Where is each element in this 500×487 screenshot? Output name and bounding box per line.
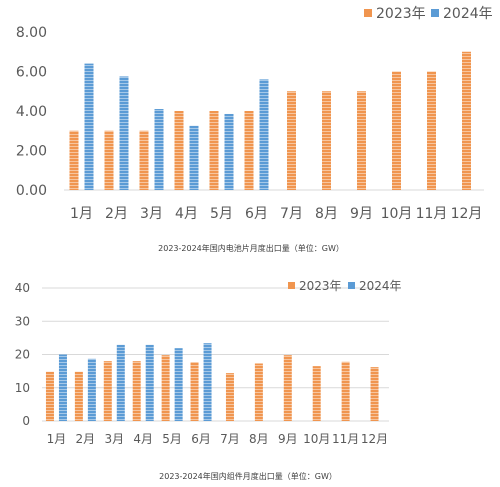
bar-2023-10 — [312, 366, 321, 421]
x-tick-label: 9月 — [278, 432, 298, 446]
x-tick-label: 5月 — [210, 206, 233, 222]
bar-2023-4 — [132, 361, 141, 421]
bar-2024-3 — [116, 344, 125, 421]
legend-label-2023: 2023年 — [299, 279, 342, 293]
x-tick-label: 6月 — [191, 432, 211, 446]
x-tick-label: 3月 — [140, 206, 163, 222]
bar-2023-3 — [139, 130, 149, 190]
bar-2023-11 — [427, 71, 436, 190]
bar-2023-2 — [104, 130, 114, 190]
cell-chart-caption: 2023-2024年国内电池片月度出口量（单位：GW） — [158, 243, 344, 253]
bar-2024-5 — [224, 113, 234, 190]
bar-2023-1 — [45, 371, 54, 421]
x-tick-label: 9月 — [350, 206, 373, 222]
legend-swatch-2024 — [348, 282, 355, 289]
y-tick-label: 0 — [22, 414, 30, 428]
legend-swatch-2023 — [288, 282, 295, 289]
x-tick-label: 4月 — [133, 432, 153, 446]
bar-2023-6 — [244, 111, 254, 190]
module-chart-legend: 2023年 2024年 — [288, 279, 402, 293]
x-tick-label: 4月 — [175, 206, 198, 222]
x-tick-label: 1月 — [47, 432, 67, 446]
x-tick-label: 2月 — [76, 432, 96, 446]
x-tick-label: 11月 — [416, 206, 448, 222]
cell-export-chart: 0.00 2.00 4.00 6.00 8.00 1月 2月 3月 4月 5月 6月 7月 8月 9月 1… — [16, 6, 493, 253]
bar-2024-3 — [154, 109, 164, 190]
x-tick-label: 5月 — [162, 432, 182, 446]
bar-2023-5 — [161, 355, 170, 421]
bar-2024-6 — [203, 343, 212, 421]
x-tick-label: 7月 — [280, 206, 303, 222]
bar-2023-6 — [190, 362, 199, 421]
y-tick-label: 6.00 — [16, 64, 47, 80]
cell-chart-legend: 2023年 2024年 — [364, 6, 493, 22]
bar-2024-5 — [174, 348, 183, 421]
bar-2023-7 — [287, 91, 296, 190]
y-tick-label: 0.00 — [16, 183, 47, 199]
bar-2023-7 — [225, 373, 234, 421]
bar-2023-5 — [209, 111, 219, 190]
x-tick-label: 8月 — [249, 432, 269, 446]
y-tick-label: 2.00 — [16, 143, 47, 159]
bar-2023-8 — [254, 363, 263, 421]
legend-swatch-2023 — [364, 9, 372, 17]
x-tick-label: 3月 — [104, 432, 124, 446]
bar-2024-2 — [119, 76, 129, 190]
bar-2024-1 — [84, 63, 94, 190]
bar-2023-12 — [370, 367, 379, 421]
bar-2024-4 — [145, 344, 154, 421]
x-tick-label: 12月 — [361, 432, 388, 446]
x-tick-label: 12月 — [451, 206, 483, 222]
x-tick-label: 8月 — [315, 206, 338, 222]
bar-2023-4 — [174, 111, 184, 190]
y-tick-label: 10 — [15, 381, 30, 395]
bar-2024-4 — [189, 125, 199, 190]
legend-swatch-2024 — [431, 9, 439, 17]
bar-2024-2 — [87, 358, 96, 421]
bar-2023-9 — [283, 355, 292, 421]
y-tick-label: 8.00 — [16, 25, 47, 41]
y-tick-label: 20 — [15, 348, 30, 362]
legend-label-2024: 2024年 — [443, 6, 493, 22]
bar-2024-6 — [259, 79, 269, 190]
x-tick-label: 1月 — [70, 206, 93, 222]
bar-2023-8 — [322, 91, 331, 190]
x-tick-label: 10月 — [381, 206, 413, 222]
bar-2024-1 — [58, 354, 67, 421]
y-tick-label: 40 — [15, 281, 30, 295]
bar-2023-12 — [462, 51, 471, 190]
x-tick-label: 10月 — [303, 432, 330, 446]
x-tick-label: 7月 — [220, 432, 240, 446]
x-tick-label: 11月 — [332, 432, 359, 446]
bar-2023-9 — [357, 91, 366, 190]
bar-2023-2 — [74, 371, 83, 421]
y-tick-label: 4.00 — [16, 104, 47, 120]
legend-label-2024: 2024年 — [359, 279, 402, 293]
bar-2023-11 — [341, 361, 350, 421]
x-tick-label: 6月 — [245, 206, 268, 222]
module-chart-caption: 2023-2024年国内组件月度出口量（单位：GW） — [159, 471, 337, 481]
x-tick-label: 2月 — [105, 206, 128, 222]
module-export-chart: 0 10 20 30 40 1月 2月 3月 4月 5月 6月 7月 8月 9月 10月 11月 12月 20… — [15, 279, 402, 481]
bar-2023-10 — [392, 71, 401, 190]
y-tick-label: 30 — [15, 314, 30, 328]
bar-2023-3 — [103, 361, 112, 421]
bar-2023-1 — [69, 130, 79, 190]
legend-label-2023: 2023年 — [376, 6, 426, 22]
